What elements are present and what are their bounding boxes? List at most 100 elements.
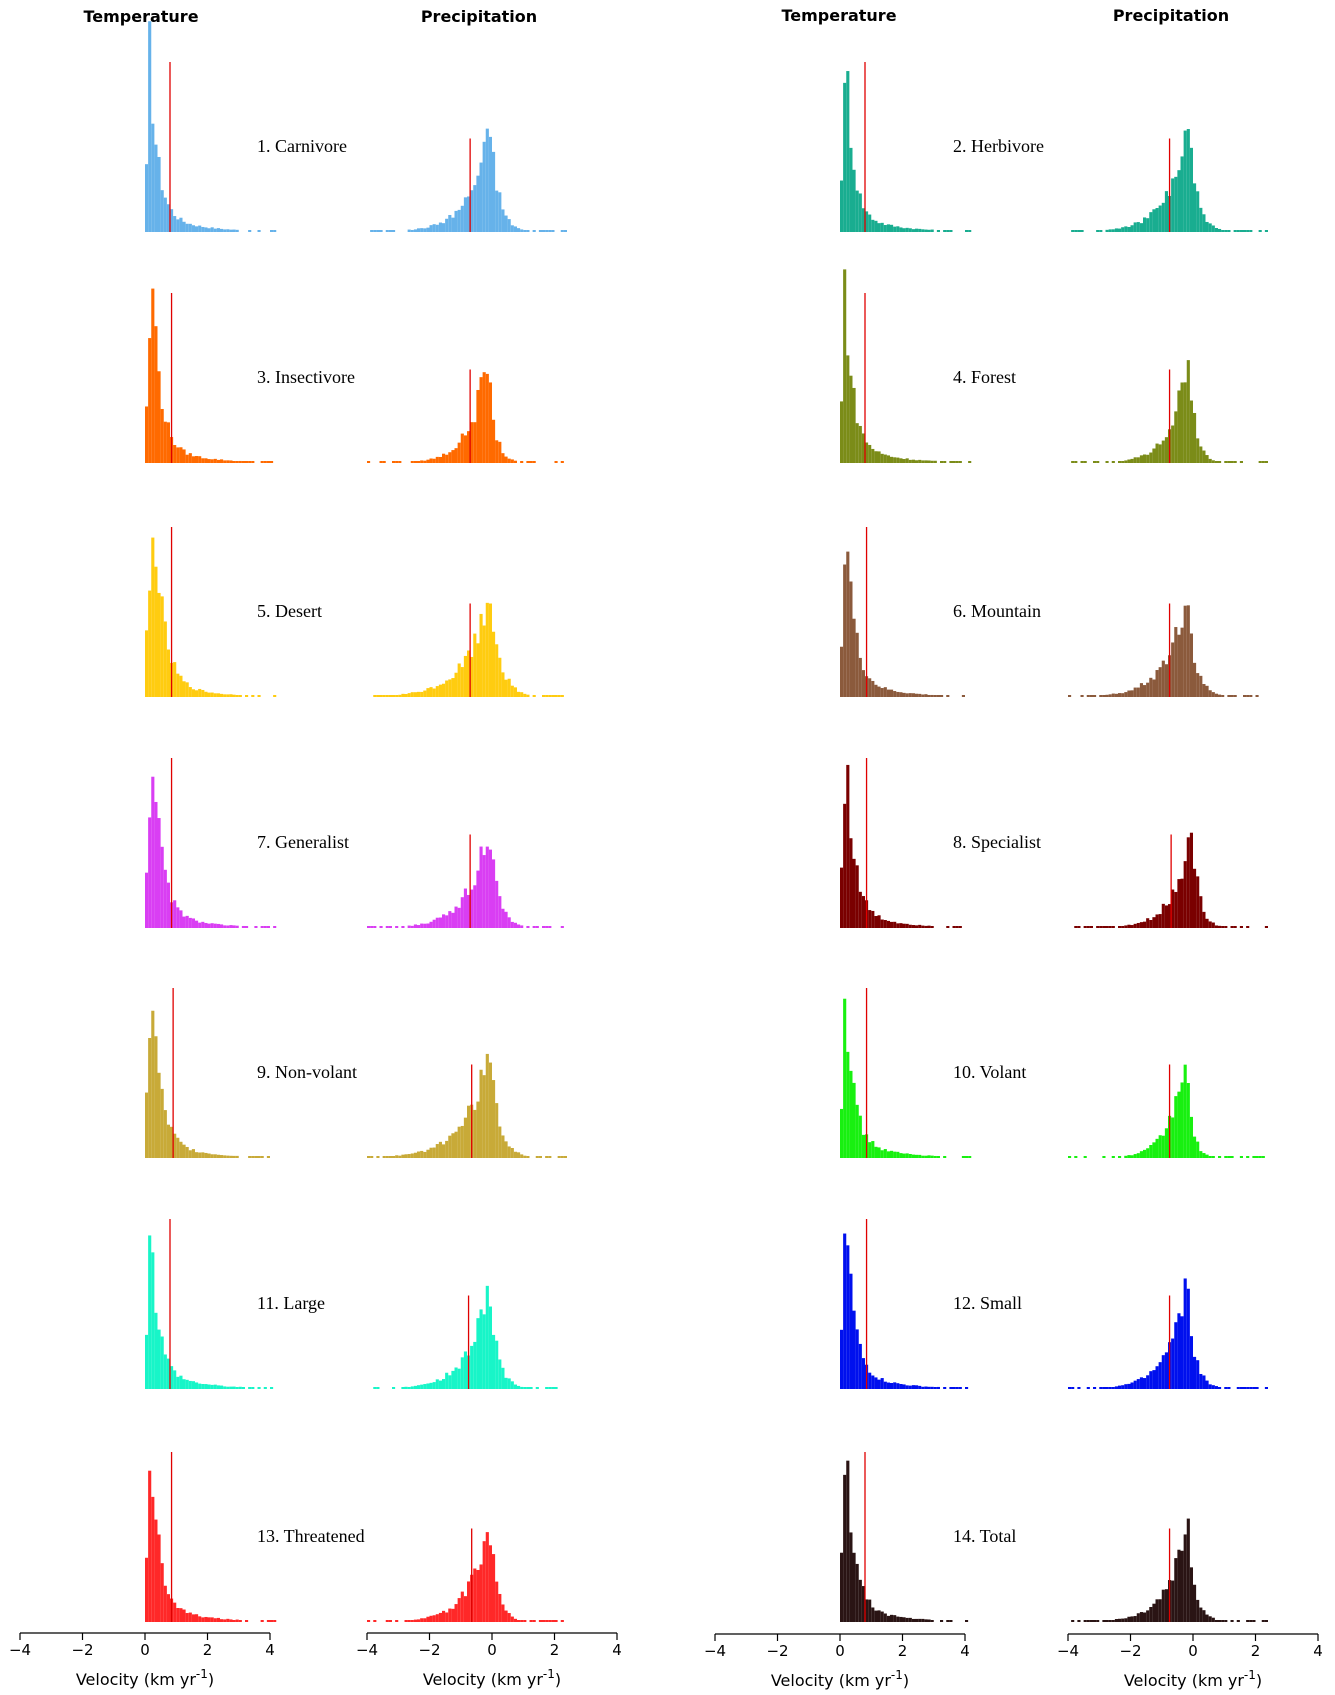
temperature-bar bbox=[198, 225, 202, 232]
precipitation-bar bbox=[1171, 1580, 1175, 1622]
temperature-bar bbox=[911, 1618, 915, 1622]
precipitation-bar bbox=[1264, 230, 1268, 232]
precipitation-bar bbox=[495, 1103, 499, 1158]
precipitation-bar bbox=[1130, 225, 1134, 232]
temperature-bar bbox=[899, 1153, 903, 1158]
precipitation-bar bbox=[560, 1620, 564, 1622]
header-temperature-right: Temperature bbox=[781, 6, 896, 25]
precipitation-bar bbox=[476, 175, 480, 232]
temperature-bar bbox=[257, 1387, 261, 1389]
precipitation-bar bbox=[548, 695, 552, 697]
precipitation-bar bbox=[1139, 683, 1143, 697]
precipitation-bar bbox=[1186, 1288, 1190, 1389]
temperature-bar bbox=[899, 227, 903, 232]
precipitation-bar bbox=[1108, 926, 1112, 928]
precipitation-bar bbox=[504, 1377, 508, 1389]
precipitation-bar bbox=[510, 921, 514, 928]
precipitation-bar bbox=[410, 692, 414, 697]
temperature-bar bbox=[213, 458, 217, 463]
temperature-bar bbox=[852, 858, 856, 928]
temperature-bar bbox=[905, 923, 909, 928]
x-tick-label: −2 bbox=[71, 1641, 93, 1659]
panel-label: 7. Generalist bbox=[257, 832, 349, 852]
precipitation-bar bbox=[560, 926, 564, 928]
x-tick-label: −4 bbox=[9, 1641, 31, 1659]
temperature-bar bbox=[226, 925, 230, 928]
precipitation-bar bbox=[1143, 921, 1147, 928]
temperature-bar bbox=[198, 1152, 202, 1158]
x-tick-label: 0 bbox=[487, 1641, 497, 1659]
temperature-bar bbox=[849, 581, 853, 697]
temperature-bar bbox=[886, 455, 890, 463]
precipitation-bar bbox=[1102, 1156, 1106, 1158]
precipitation-bar bbox=[1127, 690, 1131, 697]
temperature-bar bbox=[918, 1618, 922, 1622]
temperature-bar bbox=[949, 1620, 953, 1622]
precipitation-bar bbox=[454, 210, 458, 232]
precipitation-bar bbox=[1199, 207, 1203, 232]
precipitation-bar bbox=[1186, 605, 1190, 697]
temperature-bar bbox=[911, 925, 915, 928]
temperature-bar bbox=[157, 1329, 161, 1389]
precipitation-bar bbox=[1239, 461, 1243, 463]
temperature-bar bbox=[160, 190, 164, 232]
precipitation-bar bbox=[1214, 693, 1218, 697]
precipitation-bar bbox=[538, 1620, 542, 1622]
temperature-bar bbox=[188, 1380, 192, 1389]
precipitation-bar bbox=[388, 926, 392, 928]
temperature-bar bbox=[858, 193, 862, 232]
precipitation-bar bbox=[438, 1141, 442, 1158]
temperature-bar bbox=[840, 867, 844, 928]
precipitation-bar bbox=[407, 925, 411, 928]
temperature-bar bbox=[911, 459, 915, 463]
temperature-bar bbox=[182, 1144, 186, 1158]
precipitation-bar bbox=[420, 1618, 424, 1622]
precipitation-bar bbox=[1218, 228, 1222, 232]
temperature-bar bbox=[201, 921, 205, 928]
temperature-bar bbox=[210, 227, 214, 232]
precipitation-histogram bbox=[367, 834, 564, 928]
precipitation-bar bbox=[448, 1135, 452, 1158]
precipitation-bar bbox=[448, 214, 452, 232]
precipitation-bar bbox=[520, 229, 524, 232]
temperature-bar bbox=[918, 693, 922, 697]
precipitation-bar bbox=[1133, 457, 1137, 463]
precipitation-bar bbox=[545, 695, 549, 697]
precipitation-bar bbox=[1114, 1386, 1118, 1389]
temperature-bar bbox=[176, 673, 180, 697]
precipitation-bar bbox=[1164, 191, 1168, 232]
precipitation-bar bbox=[1118, 926, 1122, 928]
temperature-bar bbox=[927, 1386, 931, 1389]
temperature-bar bbox=[927, 1155, 931, 1158]
precipitation-bar bbox=[420, 691, 424, 697]
precipitation-bar bbox=[495, 644, 499, 697]
precipitation-bar bbox=[1089, 926, 1093, 928]
precipitation-bar bbox=[1211, 692, 1215, 697]
temperature-bar bbox=[179, 447, 183, 463]
temperature-bar bbox=[179, 1141, 183, 1158]
panel-11: 11. Large bbox=[145, 1219, 558, 1389]
temperature-bar bbox=[145, 872, 149, 928]
precipitation-bar bbox=[1189, 147, 1193, 232]
temperature-bar bbox=[927, 1619, 931, 1622]
precipitation-bar bbox=[410, 1386, 414, 1389]
temperature-bar bbox=[946, 1620, 950, 1622]
x-tick-label: 4 bbox=[1313, 1642, 1323, 1660]
precipitation-bar bbox=[1208, 1384, 1212, 1389]
temperature-bar bbox=[877, 223, 881, 232]
precipitation-bar bbox=[1193, 662, 1197, 697]
x-tick-label: 0 bbox=[140, 1641, 150, 1659]
precipitation-histogram bbox=[373, 602, 564, 697]
precipitation-bar bbox=[488, 1545, 492, 1622]
precipitation-bar bbox=[1252, 1620, 1256, 1622]
precipitation-bar bbox=[498, 1359, 502, 1389]
precipitation-bar bbox=[1133, 1154, 1137, 1158]
temperature-bar bbox=[188, 917, 192, 928]
temperature-bar bbox=[251, 1387, 255, 1389]
precipitation-bar bbox=[1199, 896, 1203, 928]
precipitation-bar bbox=[476, 643, 480, 697]
temperature-bar bbox=[843, 1474, 847, 1622]
precipitation-bar bbox=[1199, 675, 1203, 697]
temperature-bar bbox=[965, 1156, 969, 1158]
temperature-bar bbox=[955, 1387, 959, 1389]
